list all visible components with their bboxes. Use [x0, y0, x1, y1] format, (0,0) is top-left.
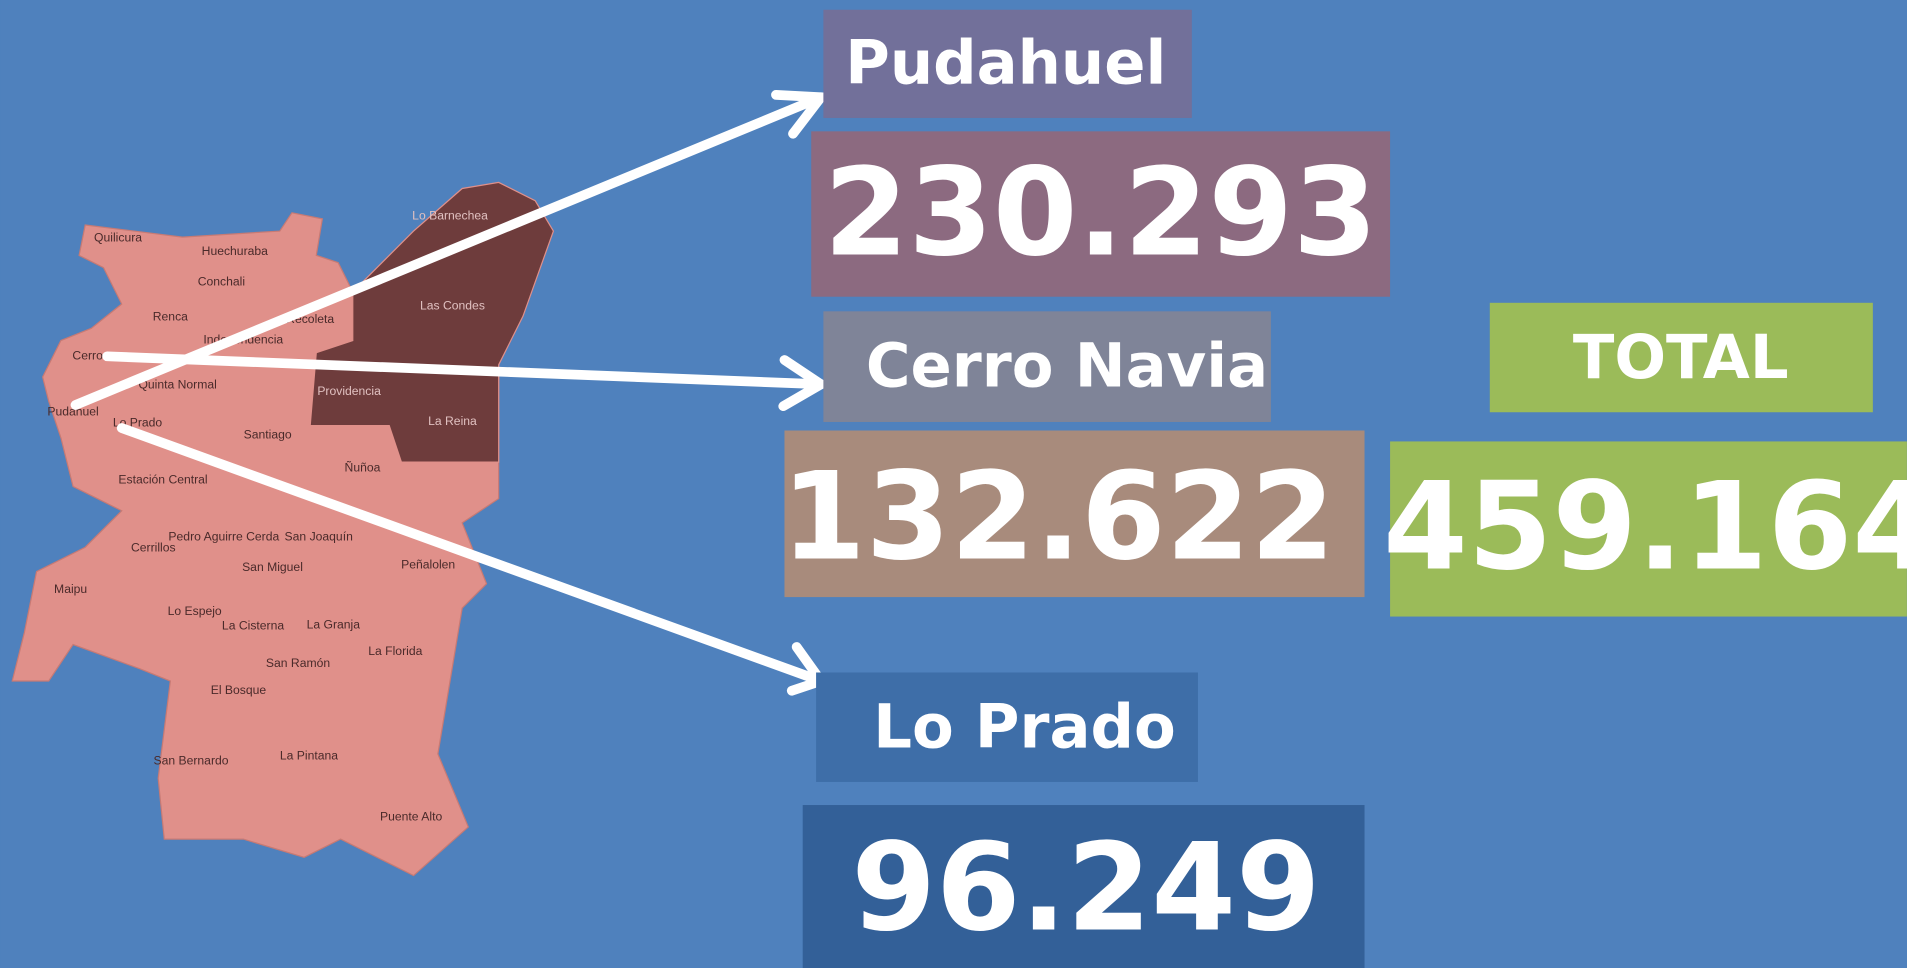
map-label: Huechuraba	[202, 244, 268, 258]
map-label: Lo Espejo	[168, 604, 222, 618]
map-label: Peñalolen	[401, 558, 455, 572]
map-label: Las Condes	[420, 299, 485, 313]
arrowhead	[771, 89, 831, 139]
map-label: San Joaquín	[285, 530, 353, 544]
arrow	[102, 351, 826, 390]
total-value: 459.164	[1383, 455, 1907, 597]
total-value-box	[1390, 441, 1907, 617]
arrow	[70, 92, 826, 410]
map-label: Santiago	[244, 428, 292, 442]
map-label: San Ramón	[266, 656, 330, 670]
map-label: Conchali	[198, 274, 245, 288]
total-label-box	[1489, 302, 1873, 413]
map-label: Lo Barnechea	[412, 209, 488, 223]
value-box	[784, 430, 1365, 598]
map-label: La Reina	[428, 414, 477, 428]
map-label: Quinta Normal	[138, 378, 216, 392]
district-name: Cerro Navia	[866, 331, 1268, 401]
district-value: 132.622	[781, 446, 1335, 588]
map-label: San Miguel	[242, 560, 303, 574]
map-label: La Granja	[307, 617, 361, 631]
district-name: Pudahuel	[845, 28, 1166, 98]
value-box	[802, 805, 1365, 968]
district-value: 96.249	[851, 816, 1320, 958]
label-box	[823, 311, 1271, 422]
map-label: La Florida	[368, 644, 422, 658]
map-label: La Cisterna	[222, 619, 284, 633]
map-label: Estación Central	[118, 473, 207, 487]
highlighted-region	[309, 181, 555, 463]
map-label: Cerrillos	[131, 541, 176, 555]
map-label: Pedro Aguirre Cerda	[168, 530, 279, 544]
arrowhead	[778, 355, 831, 412]
map-label: La Pintana	[280, 749, 338, 763]
map-label: Puente Alto	[380, 809, 442, 823]
map-label: San Bernardo	[154, 753, 229, 767]
label-box	[823, 9, 1192, 118]
map-label: Providencia	[317, 384, 381, 398]
total-label: TOTAL	[1573, 323, 1789, 393]
map-label: Renca	[153, 310, 188, 324]
arrows	[70, 89, 831, 696]
value-box	[811, 131, 1391, 297]
district-value: 230.293	[824, 142, 1378, 284]
map-label: Ñuñoa	[345, 460, 381, 474]
map-label: Cerro	[72, 349, 103, 363]
arrow	[116, 423, 826, 686]
map-label: Quilicura	[94, 231, 142, 245]
map-label: Maipu	[54, 582, 87, 596]
district-name: Lo Prado	[873, 692, 1176, 762]
map-label: Pudahuel	[47, 404, 98, 418]
label-box	[816, 672, 1198, 782]
map-label: El Bosque	[211, 683, 267, 697]
